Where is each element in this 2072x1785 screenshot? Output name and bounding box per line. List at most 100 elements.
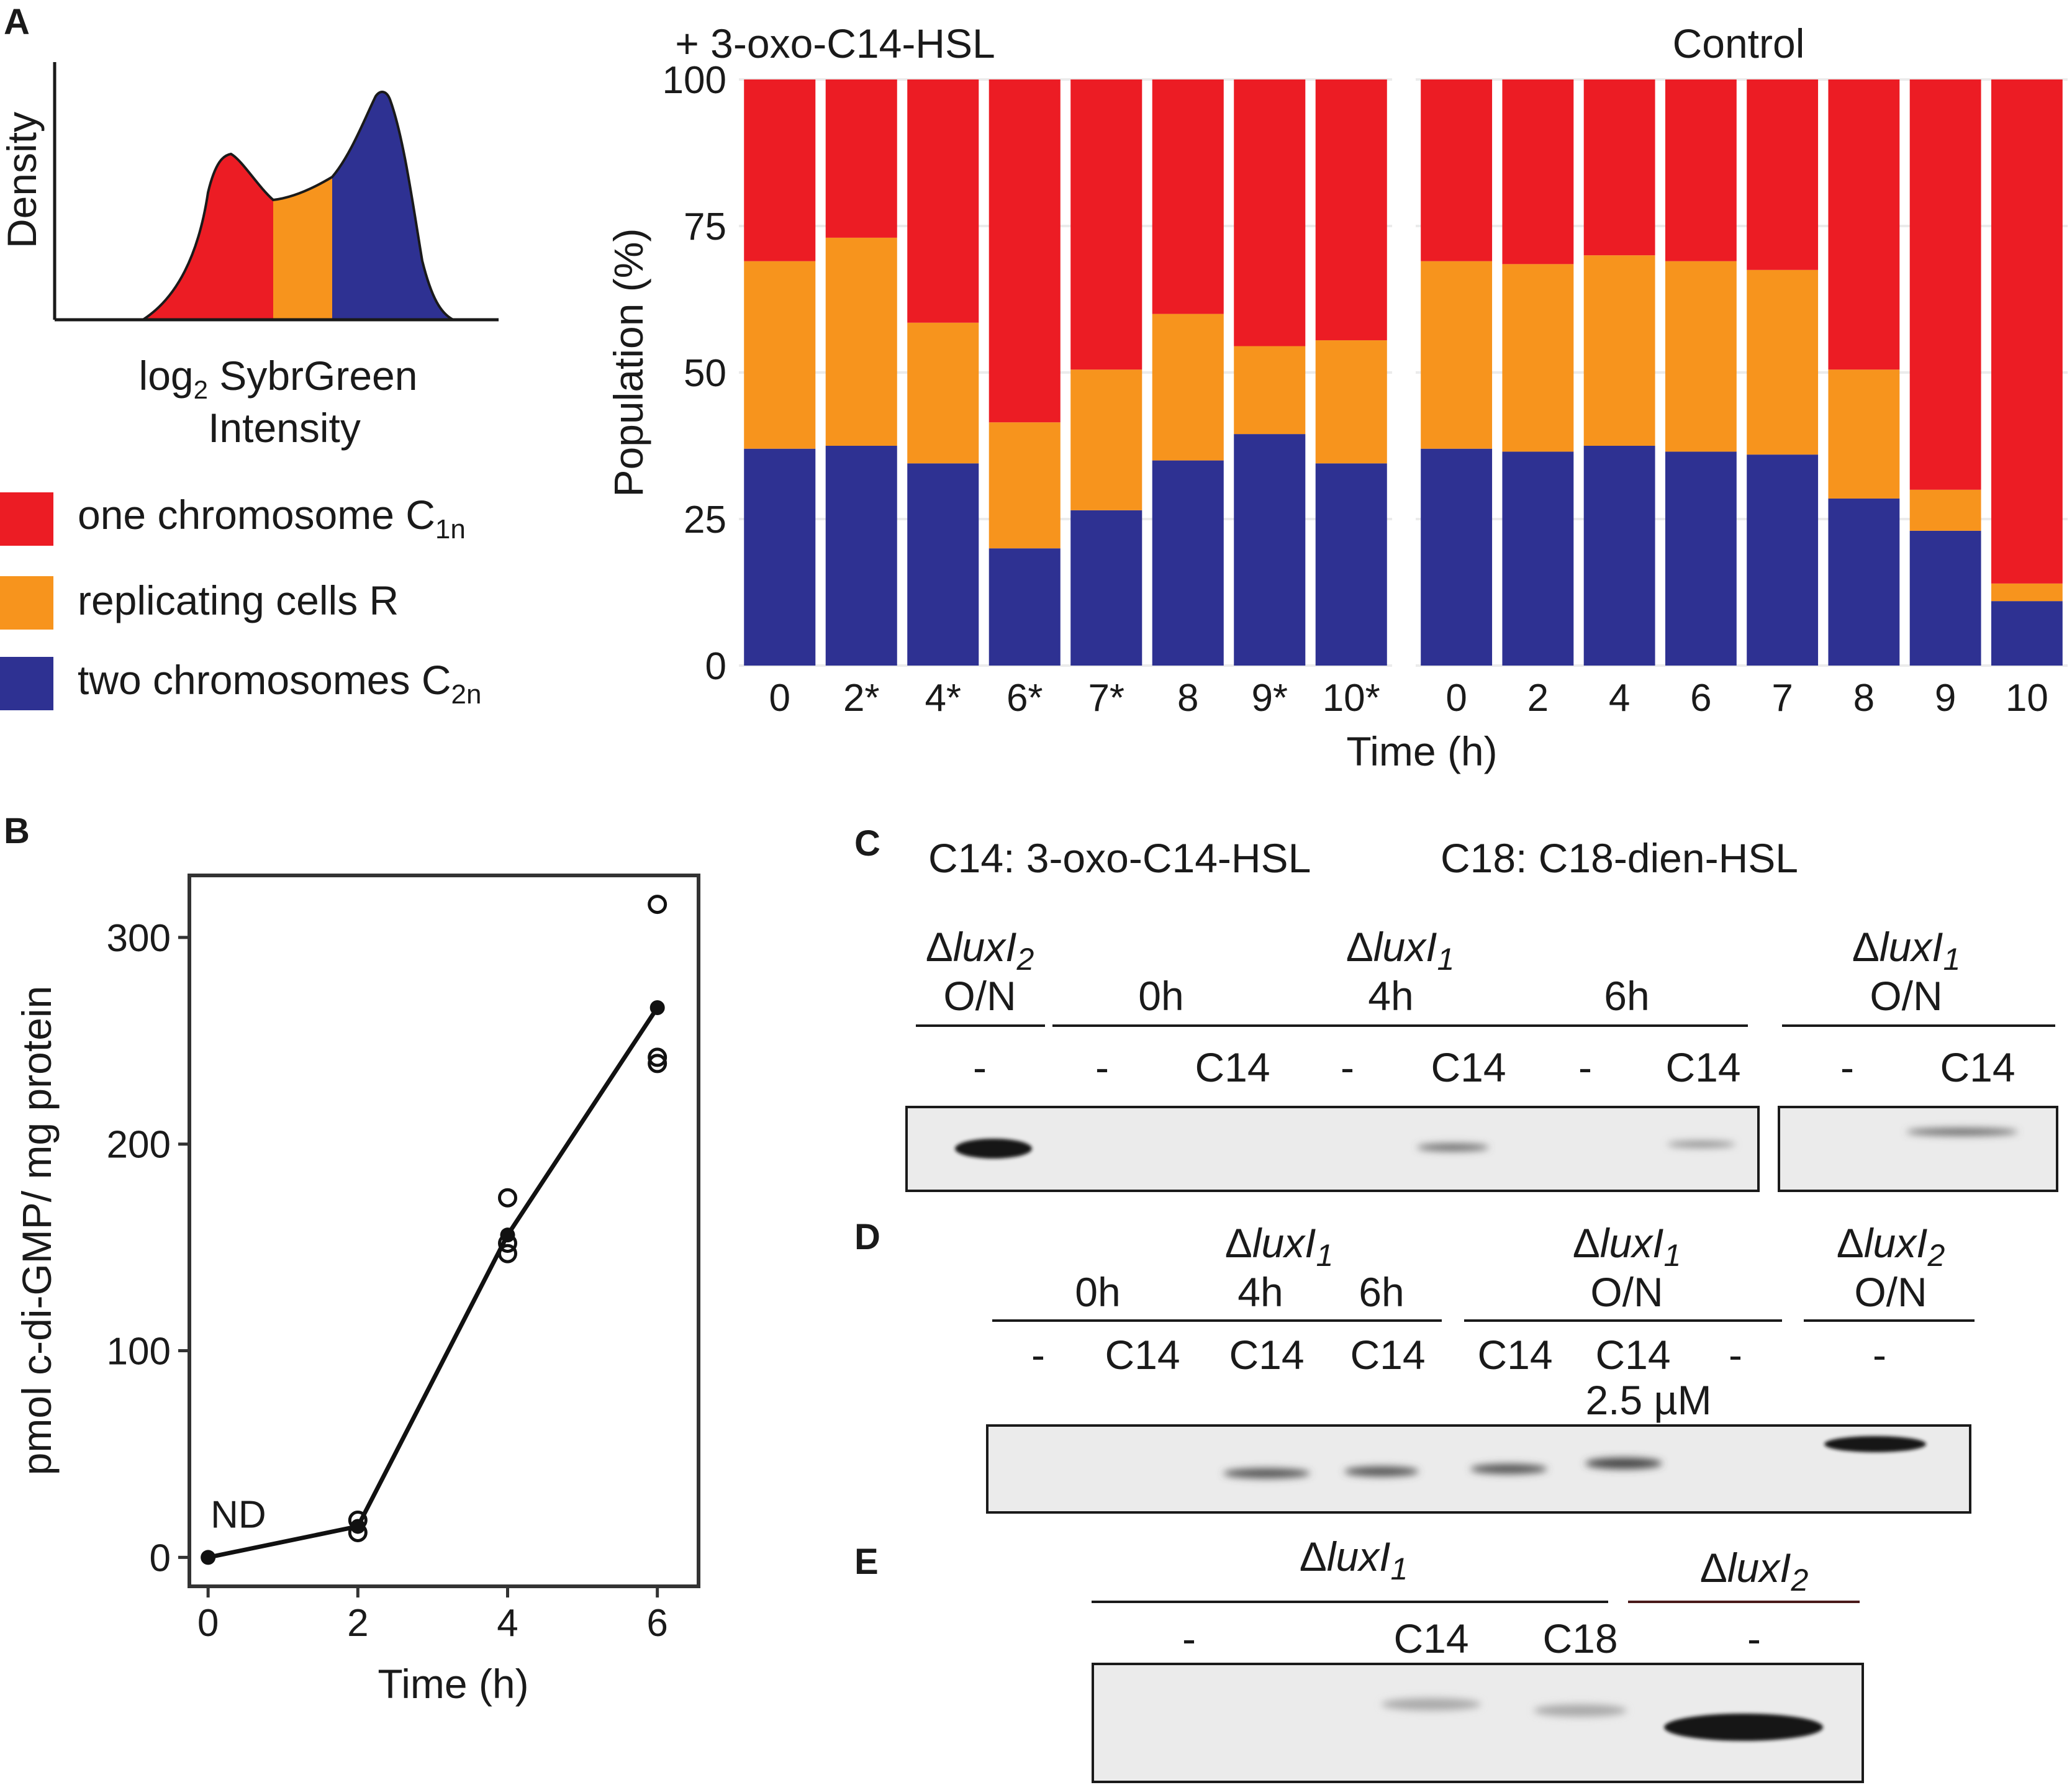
bar-x-axis-title: Time (h) bbox=[1346, 728, 1497, 774]
blot-d-lane-7: - bbox=[1729, 1332, 1742, 1378]
bar-segment-r bbox=[1583, 255, 1655, 446]
blot-e-lane-3: C18 bbox=[1542, 1616, 1617, 1661]
blot-d-band-4h bbox=[1223, 1468, 1310, 1478]
legend-swatch-c2n bbox=[0, 657, 53, 710]
legend-label-c2n: two chromosomes C2n bbox=[78, 657, 481, 710]
line-axes: 0 100 200 300 0 2 4 6 bbox=[107, 917, 668, 1645]
bar-y-tick-label: 100 bbox=[663, 59, 726, 102]
bar-segment-c1n bbox=[1991, 79, 2063, 584]
bar-x-tick-label: 0 bbox=[1445, 677, 1467, 720]
legend-label-c1n-sub: 1n bbox=[435, 514, 466, 545]
legend-label-c1n-text: one chromosome C bbox=[78, 492, 435, 538]
blot-d-band-strong bbox=[1824, 1436, 1926, 1452]
bar-y-tick-label: 50 bbox=[684, 352, 726, 395]
bar-x-tick-label: 10 bbox=[2006, 677, 2048, 720]
line-marks: ND bbox=[201, 895, 667, 1565]
blot-e-band-c18 bbox=[1534, 1704, 1627, 1717]
mean-point bbox=[350, 1519, 366, 1534]
line-y-tick-label: 0 bbox=[150, 1537, 171, 1579]
replicate-point bbox=[648, 1054, 667, 1073]
blot-d-strain-3-name: luxI bbox=[1864, 1220, 1928, 1266]
bar-segment-c1n bbox=[825, 79, 897, 238]
line-x-tick-label: 2 bbox=[347, 1602, 368, 1645]
panel-letter-d: D bbox=[854, 1217, 880, 1257]
blot-c-lane-2: - bbox=[1095, 1044, 1109, 1090]
blot-c-lane-4: - bbox=[1341, 1044, 1354, 1090]
bar-x-tick-label: 2 bbox=[1527, 677, 1549, 720]
bar-segment-r bbox=[1421, 261, 1493, 449]
blot-c-strain-1-name: luxI bbox=[953, 924, 1017, 970]
blot-d-strain-3-delta: Δ bbox=[1837, 1220, 1864, 1266]
blot-c-membrane-2 bbox=[1778, 1106, 2058, 1192]
bar-segment-c2n bbox=[1152, 460, 1224, 666]
bar-segment-r bbox=[1234, 346, 1306, 435]
panel-e: E ΔluxI1 ΔluxI2 - C14 C18 - bbox=[854, 1534, 1864, 1783]
blot-c-strain-3: ΔluxI1 bbox=[1852, 924, 1961, 977]
line-y-tick-label: 200 bbox=[107, 1124, 171, 1167]
blot-d-strain-1-sub: 1 bbox=[1316, 1238, 1334, 1273]
blot-c-strain-2-name: luxI bbox=[1373, 924, 1437, 970]
density-y-label: Density bbox=[0, 112, 45, 248]
blot-c-strain-2: ΔluxI1 bbox=[1346, 924, 1455, 977]
panel-b: B pmol c-di-GMP/ mg protein Time (h) 0 10… bbox=[4, 811, 700, 1707]
bar-x-tick-label: 7* bbox=[1088, 677, 1124, 720]
blot-c-lane-9: C14 bbox=[1940, 1044, 2015, 1090]
blot-d-strain-1-delta: Δ bbox=[1225, 1220, 1252, 1266]
bar-segment-r bbox=[907, 322, 979, 464]
bar-segment-c2n bbox=[1315, 463, 1387, 666]
blot-e-strain-2-name: luxI bbox=[1727, 1545, 1791, 1591]
bar-segment-c2n bbox=[1665, 451, 1737, 666]
blot-d-strain-3-on: O/N bbox=[1854, 1269, 1927, 1315]
legend: one chromosome C1n replicating cells R t… bbox=[0, 492, 481, 710]
blot-d-strain-3-sub: 2 bbox=[1927, 1238, 1945, 1273]
bar-segment-c1n bbox=[1234, 79, 1306, 346]
bar-segment-c1n bbox=[1152, 79, 1224, 314]
blot-c-strain-3-name: luxI bbox=[1880, 924, 1943, 970]
line-x-tick-label: 4 bbox=[497, 1602, 518, 1645]
bar-segment-c2n bbox=[1909, 530, 1981, 666]
blot-d-strain-1-name: luxI bbox=[1252, 1220, 1316, 1266]
mean-point bbox=[649, 1000, 665, 1016]
bar-segment-r bbox=[825, 237, 897, 446]
blot-c-lane-3: C14 bbox=[1195, 1044, 1270, 1090]
panel-c: C C14: 3-oxo-C14-HSL C18: C18-dien-HSL Δ… bbox=[854, 823, 2058, 1192]
bar-segment-r bbox=[1502, 264, 1574, 452]
blot-c-time-6h: 6h bbox=[1604, 973, 1649, 1019]
bar-x-tick-label: 7 bbox=[1771, 677, 1793, 720]
density-region-r bbox=[273, 177, 332, 320]
bar-segment-c2n bbox=[1070, 510, 1142, 666]
bar-x-tick-label: 8 bbox=[1177, 677, 1198, 720]
bar-segment-r bbox=[1909, 489, 1981, 531]
bar-x-tick-label: 4 bbox=[1609, 677, 1630, 720]
bar-y-tick-label: 0 bbox=[705, 645, 726, 688]
bar-segment-c1n bbox=[1747, 79, 1819, 270]
bar-segment-c2n bbox=[1583, 446, 1655, 666]
panel-letter-a: A bbox=[4, 2, 30, 42]
bar-segment-r bbox=[1747, 269, 1819, 455]
mean-point bbox=[201, 1550, 216, 1565]
blot-c-strain-3-on: O/N bbox=[1870, 973, 1942, 1019]
blot-d-lane-1: - bbox=[1031, 1332, 1045, 1378]
mean-line bbox=[207, 1006, 659, 1560]
bar-segment-c1n bbox=[1665, 79, 1737, 261]
blot-c-legend-c14: C14: 3-oxo-C14-HSL bbox=[928, 835, 1311, 881]
replicate-point bbox=[648, 1047, 667, 1067]
blot-e-strain-1: ΔluxI1 bbox=[1300, 1534, 1408, 1586]
legend-swatch-r bbox=[0, 576, 53, 630]
blot-e-band-c14 bbox=[1382, 1698, 1481, 1710]
bar-segment-c2n bbox=[1421, 448, 1493, 666]
legend-swatch-c1n bbox=[0, 492, 53, 546]
replicate-point bbox=[498, 1244, 517, 1263]
blot-d-lane-8: - bbox=[1873, 1332, 1886, 1378]
density-curve bbox=[55, 91, 499, 321]
bar-segment-c1n bbox=[1070, 79, 1142, 370]
blot-c-strain-1-delta: Δ bbox=[926, 924, 953, 970]
panel-letter-c: C bbox=[854, 823, 880, 864]
bar-x-tick-label: 8 bbox=[1853, 677, 1875, 720]
legend-label-c2n-text: two chromosomes C bbox=[78, 657, 451, 703]
stacked-bar-chart: + 3-oxo-C14-HSL Control Population (%) T… bbox=[605, 20, 2068, 774]
blot-d-lane-3: C14 bbox=[1229, 1332, 1304, 1378]
blot-d-strain-2-sub: 1 bbox=[1664, 1238, 1681, 1273]
line-chart: pmol c-di-GMP/ mg protein Time (h) 0 100 2… bbox=[14, 874, 700, 1707]
bar-segment-r bbox=[1070, 369, 1142, 510]
